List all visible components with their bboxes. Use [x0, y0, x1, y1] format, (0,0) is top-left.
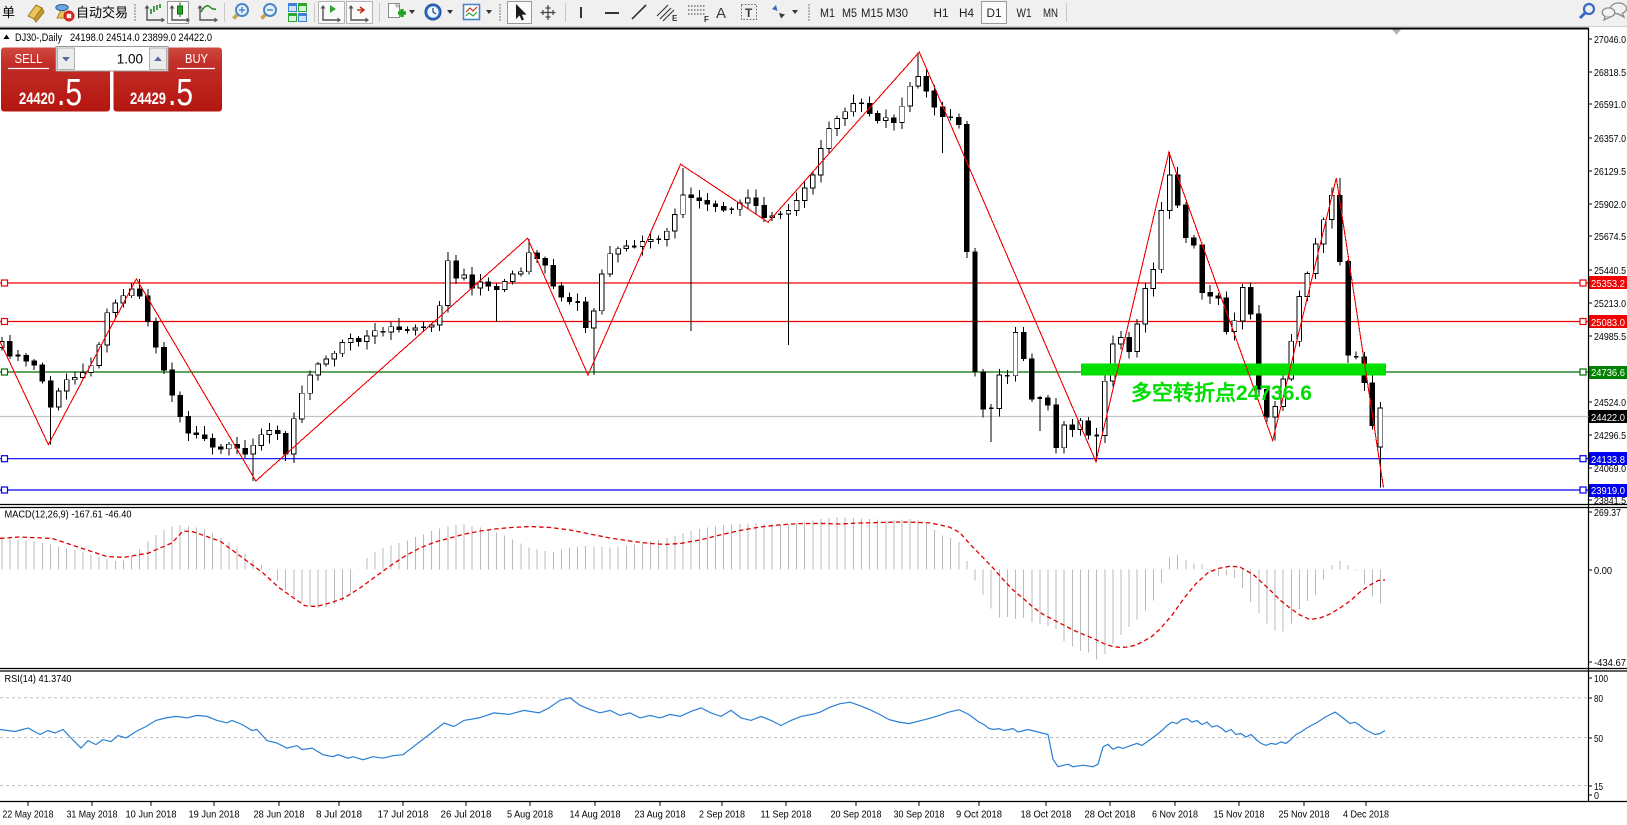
svg-text:单: 单: [2, 5, 15, 20]
svg-text:M1: M1: [820, 8, 835, 20]
svg-text:H1: H1: [934, 8, 949, 20]
svg-text:0: 0: [1594, 790, 1599, 802]
svg-text:4 Dec 2018: 4 Dec 2018: [1343, 809, 1389, 821]
svg-text:E: E: [672, 14, 678, 23]
svg-text:24524.0: 24524.0: [1594, 397, 1626, 409]
svg-text:自动交易: 自动交易: [76, 5, 128, 20]
svg-text:26818.5: 26818.5: [1594, 67, 1626, 79]
svg-text:25902.0: 25902.0: [1594, 199, 1626, 211]
svg-text:6 Nov 2018: 6 Nov 2018: [1152, 809, 1198, 821]
svg-text:.5: .5: [168, 72, 193, 114]
svg-text:18 Oct 2018: 18 Oct 2018: [1021, 809, 1072, 821]
svg-text:8 Jul 2018: 8 Jul 2018: [316, 809, 362, 821]
svg-text:D1: D1: [987, 8, 1002, 20]
svg-text:25353.2: 25353.2: [1591, 278, 1625, 290]
svg-text:14 Aug 2018: 14 Aug 2018: [570, 809, 621, 821]
svg-text:24296.5: 24296.5: [1594, 430, 1626, 442]
svg-text:10 Jun 2018: 10 Jun 2018: [126, 809, 177, 821]
svg-text:RSI(14) 41.3740: RSI(14) 41.3740: [5, 674, 72, 685]
svg-text:-434.67: -434.67: [1594, 657, 1626, 669]
svg-text:26357.0: 26357.0: [1594, 133, 1626, 145]
svg-text:多空转折点24736.6: 多空转折点24736.6: [1131, 381, 1312, 405]
svg-text:F: F: [704, 15, 709, 24]
svg-text:BUY: BUY: [185, 51, 208, 66]
svg-text:30 Sep 2018: 30 Sep 2018: [894, 809, 945, 821]
svg-text:23841.5: 23841.5: [1594, 495, 1626, 507]
svg-text:26 Jul 2018: 26 Jul 2018: [441, 809, 492, 821]
svg-text:28 Jun 2018: 28 Jun 2018: [254, 809, 305, 821]
svg-text:15 Nov 2018: 15 Nov 2018: [1214, 809, 1265, 821]
svg-text:26129.5: 26129.5: [1594, 166, 1626, 178]
svg-text:A: A: [716, 5, 726, 22]
svg-text:31 May 2018: 31 May 2018: [67, 809, 118, 821]
svg-text:24069.0: 24069.0: [1594, 463, 1626, 475]
svg-text:100: 100: [1594, 673, 1608, 685]
svg-text:H4: H4: [959, 8, 975, 20]
svg-text:M15: M15: [861, 8, 883, 20]
svg-text:22 May 2018: 22 May 2018: [3, 809, 54, 821]
svg-text:15: 15: [1594, 781, 1603, 793]
svg-text:24422.0: 24422.0: [1591, 412, 1625, 424]
svg-text:9 Oct 2018: 9 Oct 2018: [956, 809, 1002, 821]
svg-text:23 Aug 2018: 23 Aug 2018: [635, 809, 686, 821]
svg-text:50: 50: [1594, 733, 1603, 745]
svg-text:M30: M30: [886, 8, 908, 20]
svg-text:T: T: [745, 6, 753, 20]
svg-text:0.00: 0.00: [1594, 565, 1612, 577]
svg-text:MACD(12,26,9) -167.61 -46.40: MACD(12,26,9) -167.61 -46.40: [5, 510, 132, 521]
svg-text:269.37: 269.37: [1594, 507, 1621, 519]
svg-text:20 Sep 2018: 20 Sep 2018: [831, 809, 882, 821]
svg-text:26591.0: 26591.0: [1594, 99, 1626, 111]
svg-text:5 Aug 2018: 5 Aug 2018: [507, 809, 553, 821]
svg-text:24429: 24429: [130, 90, 166, 108]
svg-text:M5: M5: [842, 8, 857, 20]
svg-text:24736.6: 24736.6: [1591, 367, 1625, 379]
svg-text:23919.0: 23919.0: [1591, 485, 1625, 497]
svg-text:17 Jul 2018: 17 Jul 2018: [378, 809, 429, 821]
svg-text:25083.0: 25083.0: [1591, 317, 1625, 329]
svg-text:24133.8: 24133.8: [1591, 454, 1625, 466]
svg-text:11 Sep 2018: 11 Sep 2018: [761, 809, 812, 821]
svg-text:SELL: SELL: [15, 51, 43, 66]
svg-text:25213.0: 25213.0: [1594, 298, 1626, 310]
svg-text:W1: W1: [1017, 8, 1032, 20]
svg-text:19 Jun 2018: 19 Jun 2018: [189, 809, 240, 821]
svg-text:24198.0 24514.0 23899.0 24422.: 24198.0 24514.0 23899.0 24422.0: [70, 32, 212, 44]
svg-text:DJ30-,Daily: DJ30-,Daily: [15, 32, 62, 44]
svg-text:28 Oct 2018: 28 Oct 2018: [1085, 809, 1136, 821]
svg-text:.5: .5: [57, 72, 82, 114]
svg-text:25 Nov 2018: 25 Nov 2018: [1279, 809, 1330, 821]
svg-text:2 Sep 2018: 2 Sep 2018: [699, 809, 745, 821]
svg-text:80: 80: [1594, 693, 1603, 705]
svg-text:27046.0: 27046.0: [1594, 34, 1626, 46]
svg-text:24420: 24420: [19, 90, 55, 108]
svg-text:24985.5: 24985.5: [1594, 331, 1626, 343]
svg-text:MN: MN: [1043, 8, 1058, 20]
svg-text:25440.5: 25440.5: [1594, 265, 1626, 277]
svg-text:25674.5: 25674.5: [1594, 231, 1626, 243]
svg-text:1.00: 1.00: [117, 52, 143, 67]
